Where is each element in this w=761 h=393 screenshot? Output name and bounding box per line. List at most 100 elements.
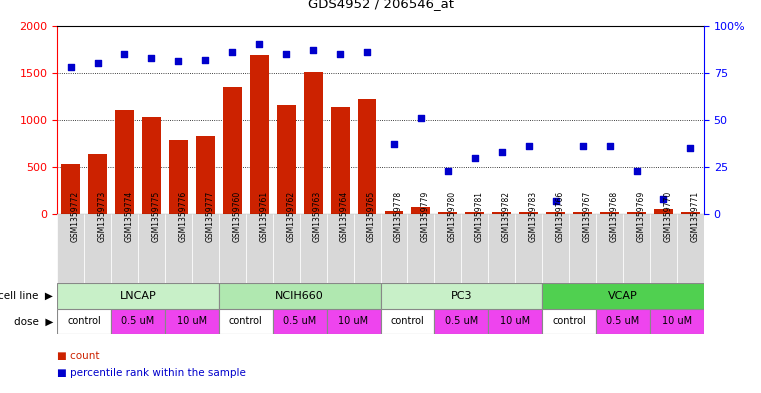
Text: GSM1359780: GSM1359780 — [448, 191, 457, 242]
Point — [280, 51, 292, 57]
Bar — [138, 214, 165, 283]
Point — [415, 115, 427, 121]
Text: GSM1359781: GSM1359781 — [475, 191, 484, 242]
Text: GSM1359772: GSM1359772 — [71, 191, 80, 242]
Bar — [543, 214, 569, 283]
Point — [334, 51, 346, 57]
Text: 10 uM: 10 uM — [339, 316, 368, 326]
Bar — [277, 105, 295, 214]
Text: 0.5 uM: 0.5 uM — [607, 316, 640, 326]
Point — [253, 41, 266, 48]
Bar — [304, 72, 323, 214]
Bar — [57, 283, 219, 309]
Point — [91, 60, 103, 66]
Point — [226, 49, 238, 55]
Bar — [88, 154, 107, 214]
Bar — [115, 110, 134, 214]
Point — [65, 64, 77, 70]
Point — [684, 145, 696, 151]
Bar — [543, 309, 596, 334]
Point — [307, 47, 319, 53]
Text: GSM1359782: GSM1359782 — [501, 191, 511, 242]
Bar — [165, 309, 219, 334]
Text: NCIH660: NCIH660 — [275, 291, 324, 301]
Bar — [543, 283, 704, 309]
Bar — [435, 309, 489, 334]
Bar — [515, 214, 543, 283]
Text: 0.5 uM: 0.5 uM — [121, 316, 154, 326]
Bar — [326, 214, 354, 283]
Text: GSM1359770: GSM1359770 — [664, 191, 673, 242]
Point — [549, 198, 562, 204]
Bar — [169, 140, 188, 214]
Text: GSM1359764: GSM1359764 — [340, 191, 349, 242]
Bar — [111, 214, 138, 283]
Bar — [358, 99, 377, 214]
Text: VCAP: VCAP — [608, 291, 638, 301]
Bar — [677, 214, 704, 283]
Text: 10 uM: 10 uM — [662, 316, 692, 326]
Text: 0.5 uM: 0.5 uM — [444, 316, 478, 326]
Bar — [111, 309, 165, 334]
Text: ■ percentile rank within the sample: ■ percentile rank within the sample — [57, 368, 246, 378]
Bar — [519, 212, 538, 214]
Bar — [569, 214, 596, 283]
Text: GSM1359775: GSM1359775 — [151, 191, 161, 242]
Point — [577, 143, 589, 149]
Bar — [650, 309, 704, 334]
Bar — [600, 212, 619, 214]
Text: GSM1359766: GSM1359766 — [556, 191, 565, 242]
Bar — [623, 214, 650, 283]
Text: LNCAP: LNCAP — [119, 291, 156, 301]
Text: control: control — [229, 316, 263, 326]
Bar — [627, 212, 646, 214]
Text: GSM1359776: GSM1359776 — [178, 191, 187, 242]
Bar — [380, 309, 435, 334]
Point — [199, 56, 212, 62]
Text: cell line  ▶: cell line ▶ — [0, 291, 53, 301]
Bar — [596, 214, 623, 283]
Bar — [384, 211, 403, 214]
Bar — [196, 136, 215, 214]
Bar — [573, 212, 592, 214]
Text: GSM1359760: GSM1359760 — [232, 191, 241, 242]
Bar — [412, 207, 431, 214]
Bar — [250, 55, 269, 214]
Bar — [435, 214, 461, 283]
Bar — [596, 309, 650, 334]
Text: GSM1359771: GSM1359771 — [690, 191, 699, 242]
Text: GSM1359769: GSM1359769 — [636, 191, 645, 242]
Text: GSM1359768: GSM1359768 — [610, 191, 619, 242]
Point — [361, 49, 373, 55]
Text: GDS4952 / 206546_at: GDS4952 / 206546_at — [307, 0, 454, 10]
Bar — [219, 309, 272, 334]
Text: control: control — [552, 316, 586, 326]
Text: ■ count: ■ count — [57, 351, 100, 361]
Bar — [492, 212, 511, 214]
Bar — [380, 214, 407, 283]
Text: GSM1359777: GSM1359777 — [205, 191, 215, 242]
Bar — [219, 283, 380, 309]
Text: GSM1359779: GSM1359779 — [421, 191, 430, 242]
Bar — [272, 309, 326, 334]
Bar — [142, 117, 161, 214]
Text: GSM1359783: GSM1359783 — [529, 191, 538, 242]
Point — [119, 51, 131, 57]
Bar — [380, 283, 542, 309]
Bar — [354, 214, 380, 283]
Bar — [223, 87, 242, 214]
Text: GSM1359763: GSM1359763 — [313, 191, 322, 242]
Bar — [650, 214, 677, 283]
Bar — [326, 309, 380, 334]
Bar — [272, 214, 300, 283]
Bar — [57, 214, 84, 283]
Bar — [681, 212, 700, 214]
Bar — [461, 214, 489, 283]
Bar — [192, 214, 219, 283]
Text: GSM1359767: GSM1359767 — [583, 191, 591, 242]
Bar — [246, 214, 272, 283]
Bar — [330, 107, 349, 214]
Bar — [489, 309, 542, 334]
Point — [523, 143, 535, 149]
Text: GSM1359774: GSM1359774 — [125, 191, 133, 242]
